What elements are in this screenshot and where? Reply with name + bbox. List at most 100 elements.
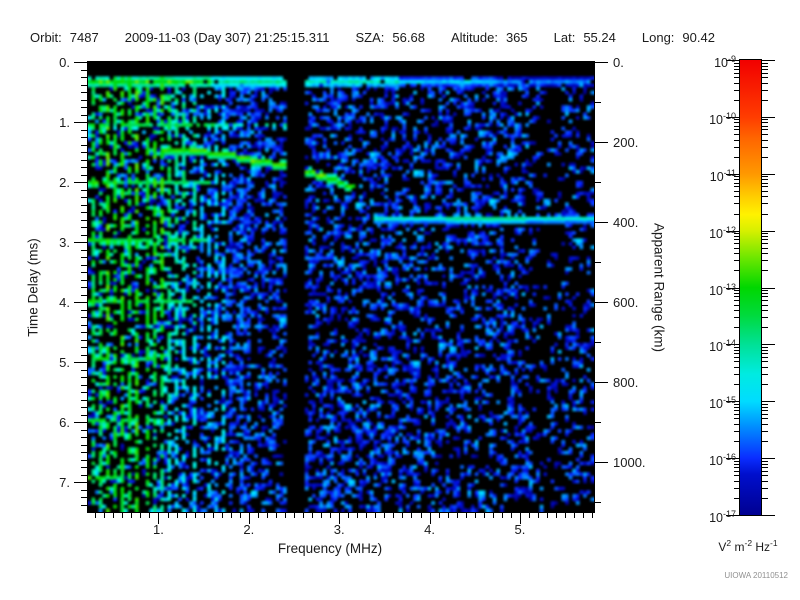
- colorbar-minor-tick-left: [734, 310, 740, 312]
- colorbar-minor-tick-right: [762, 353, 768, 355]
- colorbar-minor-tick-right: [762, 418, 768, 420]
- x-major-tick: [158, 512, 160, 524]
- colorbar-minor-tick-right: [762, 463, 768, 465]
- right-minor-tick: [595, 342, 601, 343]
- colorbar-minor-tick-right: [762, 460, 768, 462]
- colorbar-major-tick-right: [762, 60, 775, 61]
- colorbar-minor-tick-left: [734, 317, 740, 319]
- x-minor-tick: [474, 512, 476, 518]
- colorbar-minor-tick-left: [734, 384, 740, 386]
- x-minor-tick: [221, 512, 223, 518]
- right-minor-tick: [595, 502, 601, 503]
- y-tick-label: 7.: [59, 475, 70, 490]
- header-field: 2009-11-03 (Day 307) 21:25:15.311: [124, 30, 330, 45]
- colorbar: [739, 59, 762, 516]
- colorbar-minor-tick-left: [734, 403, 740, 405]
- header-info: Orbit: 7487 2009-11-03 (Day 307) 21:25:15.…: [30, 30, 741, 45]
- colorbar-major-tick-left: [726, 230, 740, 232]
- colorbar-minor-tick-left: [734, 125, 740, 127]
- y-major-tick: [74, 482, 88, 483]
- y-minor-tick: [81, 489, 88, 491]
- colorbar-minor-tick-left: [734, 475, 740, 477]
- colorbar-minor-tick-right: [762, 327, 768, 329]
- colorbar-minor-tick-right: [762, 441, 768, 442]
- y-minor-tick: [81, 107, 88, 108]
- y-minor-tick: [81, 384, 88, 386]
- x-minor-tick: [230, 512, 232, 518]
- colorbar-minor-tick-left: [734, 423, 740, 425]
- y-minor-tick: [81, 144, 88, 146]
- x-minor-tick: [411, 512, 413, 518]
- colorbar-minor-tick-right: [762, 349, 768, 351]
- colorbar-minor-tick-right: [762, 190, 768, 192]
- colorbar-minor-tick-right: [762, 384, 768, 386]
- y-minor-tick: [81, 129, 88, 131]
- right-tick-label: 0.: [613, 55, 624, 70]
- y-minor-tick: [81, 84, 88, 86]
- right-major-tick: [595, 382, 608, 383]
- y-minor-tick: [81, 219, 88, 221]
- right-major-tick: [595, 462, 608, 463]
- colorbar-minor-tick-left: [734, 77, 740, 79]
- colorbar-minor-tick-right: [762, 310, 768, 312]
- colorbar-minor-tick-left: [734, 133, 740, 135]
- colorbar-minor-tick-right: [762, 139, 768, 141]
- colorbar-major-tick-right: [762, 401, 775, 403]
- colorbar-minor-tick-right: [762, 179, 768, 181]
- right-major-tick: [595, 222, 608, 223]
- y-minor-tick: [81, 264, 88, 266]
- x-minor-tick: [375, 512, 377, 518]
- x-minor-tick: [366, 512, 368, 518]
- colorbar-minor-tick-left: [734, 293, 740, 294]
- colorbar-tick-label: 10-17: [709, 509, 736, 526]
- y-minor-tick: [81, 347, 88, 348]
- y-minor-tick: [81, 69, 88, 71]
- x-minor-tick: [501, 512, 503, 518]
- left-y-axis-title: Time Delay (ms): [25, 238, 41, 337]
- colorbar-minor-tick-right: [762, 186, 768, 188]
- colorbar-tick-label: 10-16: [709, 452, 736, 469]
- colorbar-minor-tick-left: [734, 82, 740, 84]
- colorbar-minor-tick-left: [734, 203, 740, 205]
- colorbar-minor-tick-right: [762, 487, 768, 489]
- x-minor-tick: [348, 512, 350, 518]
- colorbar-minor-tick-right: [762, 146, 768, 148]
- colorbar-minor-tick-right: [762, 497, 768, 499]
- y-minor-tick: [81, 429, 88, 431]
- y-minor-tick: [81, 437, 88, 438]
- right-tick-label: 200.: [613, 135, 639, 150]
- header-field: SZA: 56.68: [355, 30, 425, 45]
- colorbar-minor-tick-left: [734, 182, 740, 184]
- colorbar-minor-tick-left: [734, 300, 740, 302]
- colorbar-major-tick-left: [726, 173, 740, 175]
- y-minor-tick: [81, 414, 88, 416]
- colorbar-minor-tick-left: [734, 65, 740, 67]
- x-minor-tick: [528, 512, 530, 518]
- colorbar-minor-tick-right: [762, 243, 768, 245]
- colorbar-major-tick-right: [762, 230, 775, 232]
- y-minor-tick: [81, 407, 88, 408]
- colorbar-minor-tick-right: [762, 125, 768, 127]
- y-minor-tick: [81, 377, 88, 378]
- x-minor-tick: [357, 512, 359, 518]
- colorbar-major-tick-right: [762, 458, 775, 460]
- colorbar-minor-tick-left: [734, 349, 740, 351]
- colorbar-minor-tick-left: [734, 119, 740, 121]
- colorbar-minor-tick-left: [734, 236, 740, 238]
- colorbar-minor-tick-left: [734, 243, 740, 245]
- colorbar-minor-tick-right: [762, 361, 768, 363]
- right-tick-label: 800.: [613, 375, 639, 390]
- y-tick-label: 4.: [59, 295, 70, 310]
- x-minor-tick: [113, 512, 115, 518]
- colorbar-minor-tick-left: [734, 68, 740, 70]
- colorbar-minor-tick-right: [762, 233, 768, 235]
- colorbar-minor-tick-right: [762, 133, 768, 135]
- y-tick-label: 3.: [59, 235, 70, 250]
- colorbar-tick-label: 10-9: [714, 54, 736, 71]
- y-minor-tick: [81, 369, 88, 371]
- y-major-tick: [74, 242, 88, 243]
- x-minor-tick: [592, 512, 594, 518]
- x-minor-tick: [303, 512, 305, 518]
- y-minor-tick: [81, 317, 88, 318]
- x-tick-label: 4.: [424, 522, 435, 537]
